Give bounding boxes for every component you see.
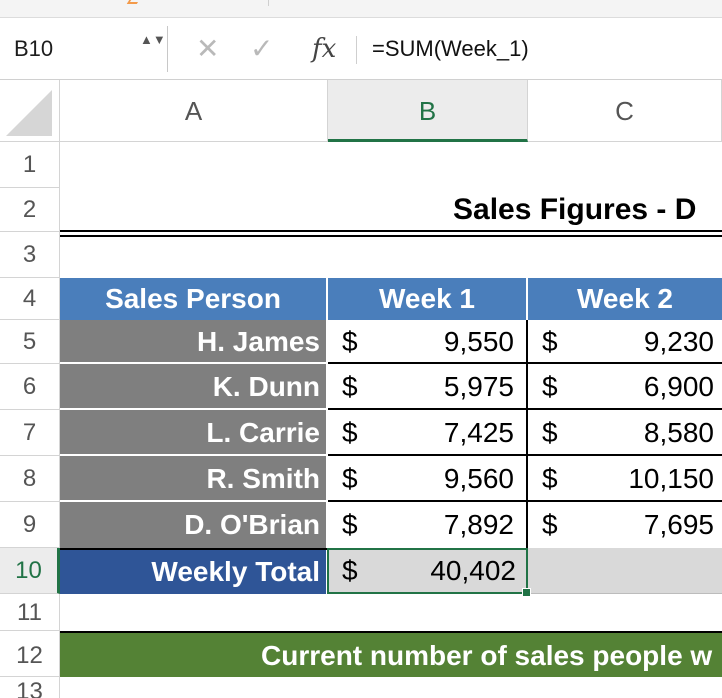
- cell-value: 7,425: [443, 417, 514, 448]
- row-header-8[interactable]: 8: [0, 456, 60, 502]
- currency-symbol: $: [542, 371, 558, 402]
- row-header-12[interactable]: 12: [0, 631, 60, 677]
- weekly-total-label[interactable]: Weekly Total: [60, 550, 328, 594]
- cell-value: 9,550: [443, 326, 514, 357]
- cell-week2[interactable]: $7,695: [528, 502, 722, 548]
- header-week-1[interactable]: Week 1: [328, 278, 528, 320]
- cell-week1[interactable]: $7,425: [328, 410, 528, 456]
- row-header-5[interactable]: 5: [0, 320, 60, 364]
- header-week-2[interactable]: Week 2: [528, 278, 722, 320]
- currency-symbol: $: [342, 555, 358, 586]
- cell-value: 9,230: [643, 326, 714, 357]
- cell-week2[interactable]: $8,580: [528, 410, 722, 456]
- sheet-title[interactable]: Sales Figures - D: [453, 193, 697, 226]
- cell-person[interactable]: D. O'Brian: [60, 502, 328, 548]
- ribbon-edge: [0, 0, 722, 18]
- cell-value: 7,892: [443, 509, 514, 540]
- name-box-value: B10: [14, 36, 54, 61]
- cell-week1[interactable]: $9,560: [328, 456, 528, 502]
- sales-people-banner[interactable]: Current number of sales people w: [60, 631, 722, 677]
- formula-divider: [356, 36, 357, 64]
- currency-symbol: $: [542, 326, 558, 357]
- insert-function-button[interactable]: fx: [312, 34, 337, 64]
- currency-symbol: $: [342, 417, 358, 448]
- row-header-4[interactable]: 4: [0, 278, 60, 320]
- cell-value: 40,402: [430, 555, 516, 586]
- ribbon-divider: [268, 0, 269, 6]
- formula-input[interactable]: =SUM(Week_1): [372, 36, 529, 61]
- name-box[interactable]: B10 ▲▼: [0, 26, 168, 72]
- cell-person[interactable]: R. Smith: [60, 456, 328, 502]
- row-header-6[interactable]: 6: [0, 364, 60, 410]
- row-header-9[interactable]: 9: [0, 502, 60, 548]
- cell-week2[interactable]: $6,900: [528, 364, 722, 410]
- formula-bar: B10 ▲▼ ✕ ✓ fx =SUM(Week_1): [0, 18, 722, 80]
- weekly-total-week1[interactable]: $40,402: [328, 548, 528, 594]
- cell-value: 9,560: [443, 463, 514, 494]
- currency-symbol: $: [342, 371, 358, 402]
- currency-symbol: $: [342, 463, 358, 494]
- currency-symbol: $: [342, 326, 358, 357]
- total-top-border: [60, 548, 328, 550]
- currency-symbol: $: [542, 417, 558, 448]
- column-header-c[interactable]: C: [528, 80, 722, 142]
- row-header-7[interactable]: 7: [0, 410, 60, 456]
- cell-person[interactable]: L. Carrie: [60, 410, 328, 456]
- row-header-1[interactable]: 1: [0, 142, 60, 188]
- row-header-13[interactable]: 13: [0, 677, 60, 698]
- header-sales-person[interactable]: Sales Person: [60, 278, 328, 320]
- cell-value: 6,900: [643, 371, 714, 402]
- cell-value: 10,150: [628, 463, 714, 494]
- weekly-total-week2[interactable]: [528, 548, 722, 594]
- cell-value: 5,975: [443, 371, 514, 402]
- name-box-stepper-icon[interactable]: ▲▼: [140, 32, 166, 47]
- row-header-3[interactable]: 3: [0, 232, 60, 278]
- enter-check-icon[interactable]: ✓: [250, 33, 274, 64]
- cancel-icon[interactable]: ✕: [196, 33, 220, 64]
- cell-week1[interactable]: $9,550: [328, 320, 528, 364]
- row-header-11[interactable]: 11: [0, 594, 60, 631]
- cell-week2[interactable]: $10,150: [528, 456, 722, 502]
- column-header-b[interactable]: B: [328, 80, 528, 142]
- select-all-triangle-icon: [6, 90, 52, 136]
- double-border: [60, 230, 722, 237]
- row-header-10[interactable]: 10: [0, 548, 60, 594]
- cell-person[interactable]: H. James: [60, 320, 328, 364]
- cell-value: 8,580: [643, 417, 714, 448]
- orange-mark-icon: [126, 0, 140, 4]
- cell-value: 7,695: [643, 509, 714, 540]
- cell-week1[interactable]: $7,892: [328, 502, 528, 548]
- select-all-corner[interactable]: [0, 80, 60, 142]
- currency-symbol: $: [342, 509, 358, 540]
- cell-week1[interactable]: $5,975: [328, 364, 528, 410]
- row-header-2[interactable]: 2: [0, 188, 60, 232]
- currency-symbol: $: [542, 509, 558, 540]
- currency-symbol: $: [542, 463, 558, 494]
- column-header-a[interactable]: A: [60, 80, 328, 142]
- cell-person[interactable]: K. Dunn: [60, 364, 328, 410]
- fill-handle[interactable]: [522, 588, 531, 597]
- cell-week2[interactable]: $9,230: [528, 320, 722, 364]
